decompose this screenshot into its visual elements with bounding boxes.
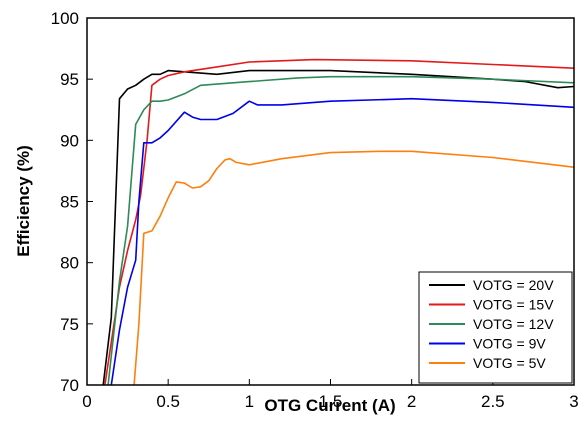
x-tick-label: 2	[407, 392, 416, 411]
y-tick-label: 95	[60, 70, 79, 89]
legend-label: VOTG = 9V	[473, 336, 546, 352]
x-tick-label: 0.5	[156, 392, 180, 411]
x-tick-label: 3	[569, 392, 578, 411]
legend-label: VOTG = 20V	[473, 277, 554, 293]
x-tick-label: 1	[245, 392, 254, 411]
y-tick-label: 90	[60, 131, 79, 150]
x-tick-label: 2.5	[481, 392, 505, 411]
y-tick-label: 85	[60, 193, 79, 212]
legend-label: VOTG = 12V	[473, 316, 554, 332]
legend-label: VOTG = 15V	[473, 297, 554, 313]
x-axis-title: OTG Current (A)	[264, 396, 395, 415]
y-tick-label: 70	[60, 376, 79, 395]
y-tick-label: 100	[51, 9, 79, 28]
legend-label: VOTG = 5V	[473, 355, 546, 371]
x-tick-label: 0	[82, 392, 91, 411]
legend: VOTG = 20V VOTG = 15V VOTG = 12V VOTG = 9V V…	[419, 272, 572, 383]
y-axis-title: Efficiency (%)	[14, 145, 33, 256]
y-tick-label: 80	[60, 254, 79, 273]
y-tick-label: 75	[60, 315, 79, 334]
